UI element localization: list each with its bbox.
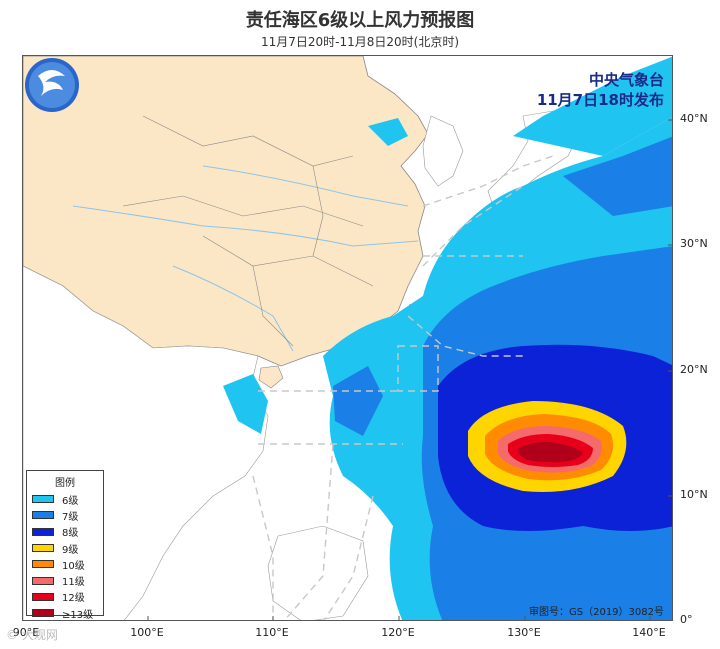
legend-box: 图例 6级 7级 8级 9级 10级 11级 12级 ≥13级: [26, 470, 104, 620]
legend-item: 11级: [27, 572, 103, 588]
watermark-text: © 大观网: [6, 628, 58, 642]
lat-label: 40°N: [680, 112, 708, 125]
legend-item: ≥13级: [27, 605, 103, 621]
legend-item: 7级: [27, 507, 103, 523]
lat-label: 20°N: [680, 363, 708, 376]
lat-label: 10°N: [680, 488, 708, 501]
lon-label: 110°E: [255, 626, 289, 639]
lat-label: 0°: [680, 613, 693, 626]
legend-label: 11级: [62, 577, 85, 589]
borneo-island: [267, 525, 369, 620]
wind-level-13-area: [518, 441, 583, 463]
legend-rows: 6级 7级 8级 9级 10级 11级 12级 ≥13级: [27, 491, 103, 621]
lat-label: 30°N: [680, 237, 708, 250]
wind-forecast-map: 中央气象台 11月7日18时发布 审图号：GS（2019）3082号 图例 6级…: [22, 55, 673, 621]
issuer-time: 11月7日18时发布: [536, 91, 664, 109]
legend-swatch: [32, 527, 54, 536]
lon-label: 130°E: [507, 626, 541, 639]
axis-ticks: [147, 119, 672, 620]
lon-label: 100°E: [130, 626, 164, 639]
province-boundaries: [122, 115, 374, 347]
legend-label: 9级: [62, 544, 79, 556]
lon-label: 120°E: [381, 626, 415, 639]
legend-label: ≥13级: [62, 609, 94, 621]
legend-label: 6级: [62, 495, 79, 507]
map-approval-number: 审图号：GS（2019）3082号: [529, 607, 664, 618]
river-lines: [72, 165, 419, 352]
legend-swatch: [32, 592, 54, 601]
hainan-island: [258, 365, 284, 389]
legend-item: 8级: [27, 524, 103, 540]
issuer-label: 中央气象台 11月7日18时发布: [537, 70, 664, 110]
map-subtitle: 11月7日20时-11月8日20时(北京时): [260, 35, 460, 49]
map-title: 责任海区6级以上风力预报图: [245, 10, 475, 31]
legend-title: 图例: [55, 478, 75, 489]
legend-label: 8级: [62, 528, 79, 540]
legend-swatch: [32, 560, 54, 569]
legend-label: 12级: [62, 593, 85, 605]
legend-swatch: [32, 511, 54, 520]
legend-item: 6级: [27, 491, 103, 507]
map-canvas: [23, 56, 672, 620]
lon-label: 140°E: [632, 626, 666, 639]
korea-peninsula: [422, 115, 464, 187]
lon-label: 90°E: [12, 626, 40, 639]
cma-logo-icon: [25, 58, 79, 112]
legend-item: 9级: [27, 540, 103, 556]
legend-swatch: [32, 576, 54, 585]
sea-area-boundaries: [252, 155, 554, 620]
legend-swatch: [32, 609, 54, 618]
legend-item: 12级: [27, 589, 103, 605]
legend-swatch: [32, 495, 54, 504]
legend-label: 10级: [62, 560, 85, 572]
issuer-agency: 中央气象台: [588, 71, 664, 89]
legend-label: 7级: [62, 511, 79, 523]
legend-swatch: [32, 544, 54, 553]
legend-item: 10级: [27, 556, 103, 572]
